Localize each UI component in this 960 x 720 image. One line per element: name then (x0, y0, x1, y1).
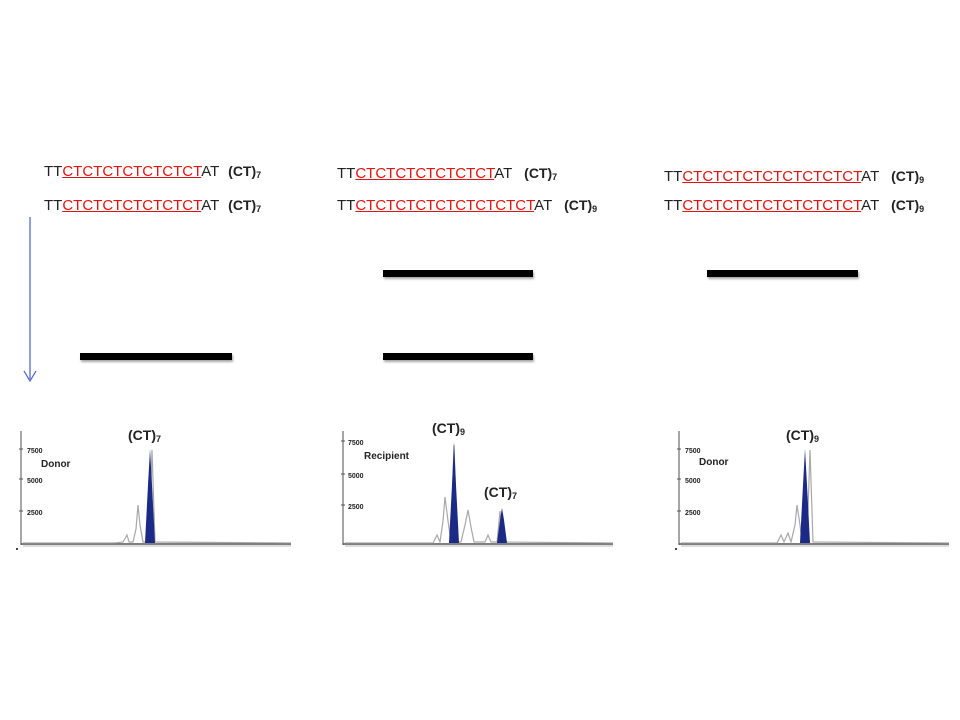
sequence-row: TTCTCTCTCTCTCTCTCTCTAT (CT)9 (664, 168, 925, 185)
y-tick-label: 5000 (348, 473, 364, 480)
down-arrow-icon (23, 217, 37, 383)
electropherogram-recipient: 7500 5000 2500 Recipient (341, 431, 614, 547)
gel-band (80, 353, 232, 360)
sample-name: Recipient (364, 451, 410, 462)
electropherogram-donor: 7500 5000 2500 Donor (19, 431, 292, 547)
sequence-row: TTCTCTCTCTCTCTCTAT (CT)7 (44, 163, 262, 180)
allele-label: (CT)9 (891, 197, 925, 214)
sequence-row: TTCTCTCTCTCTCTCTAT (CT)7 (337, 165, 558, 182)
y-tick-label: 7500 (27, 448, 43, 455)
allele-label: (CT)7 (524, 165, 558, 182)
y-tick-label: 2500 (348, 504, 364, 511)
peak (145, 449, 155, 543)
sequence-row: TTCTCTCTCTCTCTCTCTCTAT (CT)9 (664, 197, 925, 214)
peak (800, 449, 810, 543)
peak (497, 508, 507, 543)
y-tick-label: 2500 (685, 510, 701, 517)
allele-label: (CT)7 (228, 163, 262, 180)
peak-label: (CT)9 (432, 420, 466, 437)
gel-band (707, 270, 858, 277)
sample-name: Donor (699, 457, 729, 468)
gel-band (383, 270, 533, 277)
sequence-row: TTCTCTCTCTCTCTCTCTCTAT (CT)9 (337, 197, 598, 214)
peak-label: (CT)9 (786, 427, 820, 444)
allele-label: (CT)9 (891, 168, 925, 185)
y-tick-label: 5000 (685, 478, 701, 485)
gel-band (383, 353, 533, 360)
peak (449, 442, 459, 543)
allele-label: (CT)9 (564, 197, 598, 214)
y-tick-label: 7500 (685, 448, 701, 455)
y-tick-label: 5000 (27, 478, 43, 485)
peak-label: (CT)7 (128, 427, 162, 444)
y-tick-label: 2500 (27, 510, 43, 517)
sequence-row: TTCTCTCTCTCTCTCTAT (CT)7 (44, 197, 262, 214)
sample-name: Donor (41, 459, 71, 470)
y-tick-label: 7500 (348, 440, 364, 447)
electropherogram-donor: 7500 5000 2500 Donor (677, 431, 950, 547)
allele-label: (CT)7 (228, 197, 262, 214)
peak-label: (CT)7 (484, 484, 518, 501)
